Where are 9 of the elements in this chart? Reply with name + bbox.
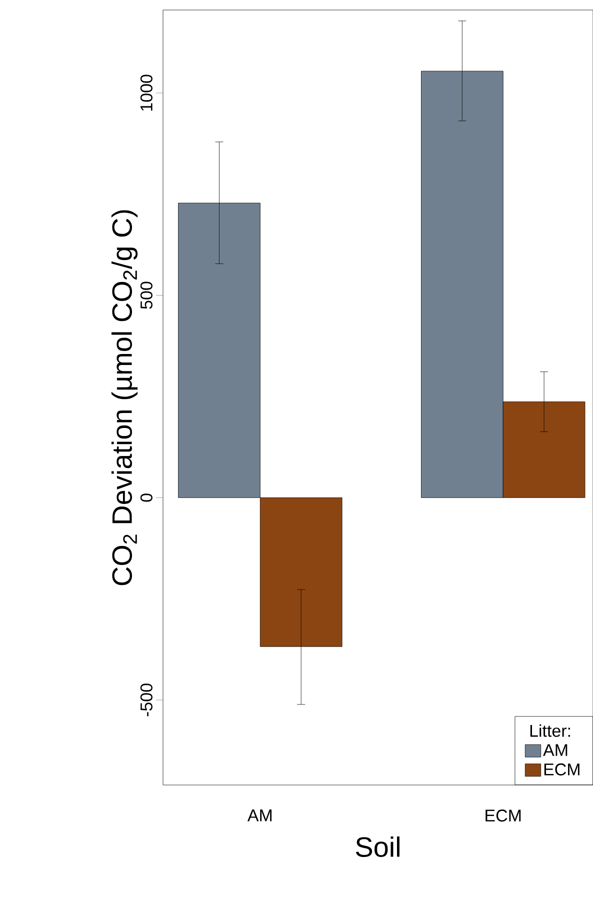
y-tick-label: 500 <box>140 282 152 309</box>
y-tick-label: 1000 <box>140 74 152 111</box>
x-axis-title: Soil <box>356 836 400 857</box>
y-tick-label: 0 <box>140 494 152 502</box>
legend-label: AM <box>543 744 568 756</box>
legend-title: Litter: <box>530 724 570 737</box>
legend-label: ECM <box>544 763 580 776</box>
y-tick-label: -500 <box>140 684 152 716</box>
y-axis-title: CO$_{2}$ Deviation (µmol CO$_{2}$/g C) <box>111 210 138 586</box>
